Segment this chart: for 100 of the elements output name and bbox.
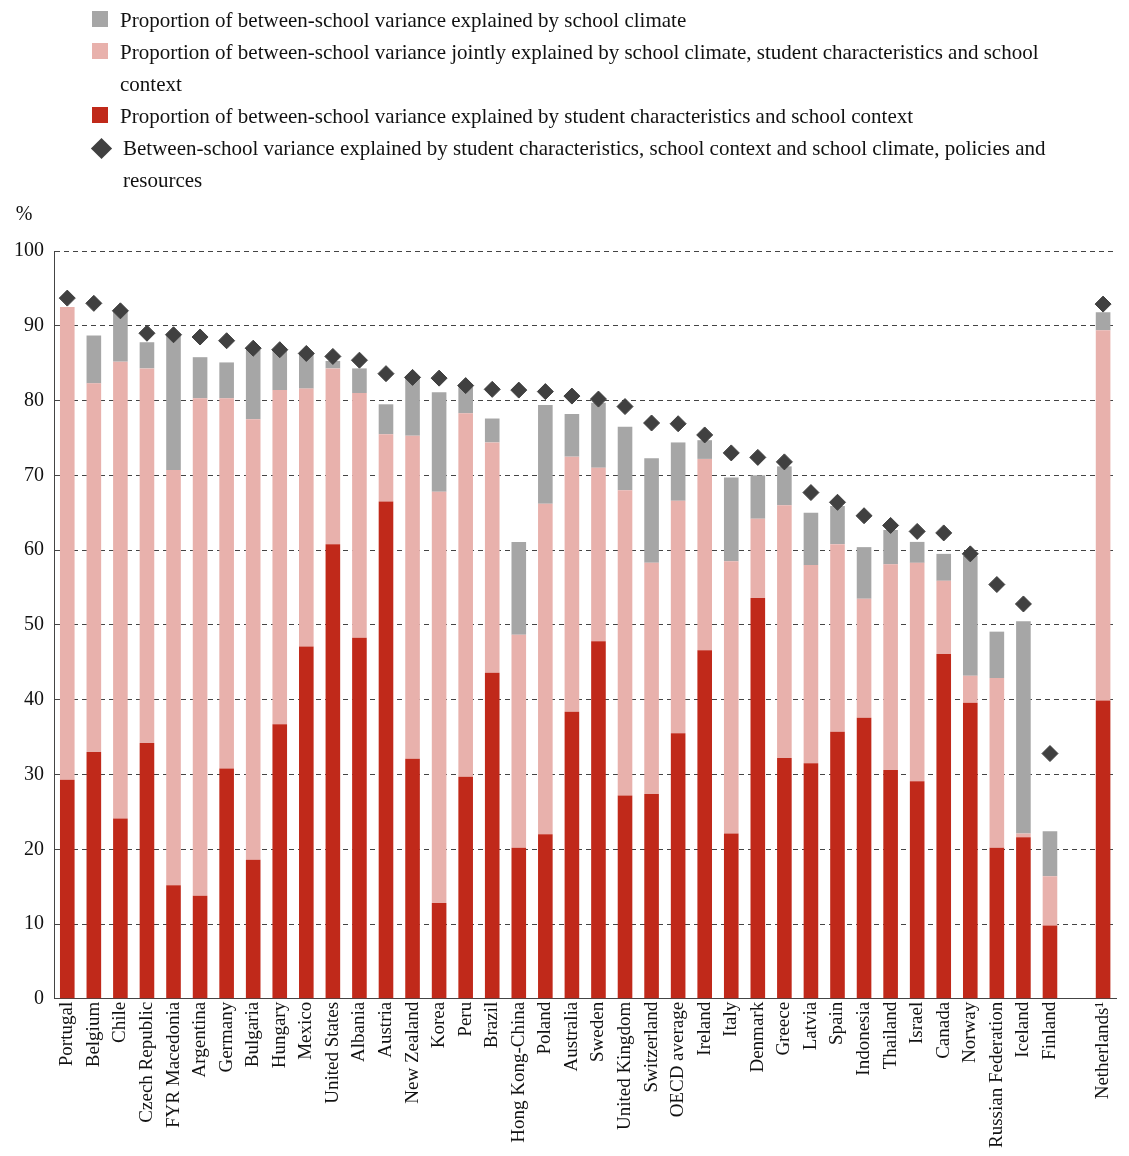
point — [244, 339, 262, 357]
point — [1094, 295, 1112, 313]
point — [350, 351, 368, 369]
x-tick-label: Austria — [373, 1001, 395, 1058]
y-tick-label: 10 — [24, 911, 44, 934]
bar — [59, 307, 75, 780]
bar — [352, 368, 367, 394]
point — [722, 444, 740, 462]
bar — [86, 335, 102, 384]
bar — [219, 362, 234, 399]
point — [404, 368, 422, 386]
x-tick-label: Albania — [347, 1001, 369, 1062]
bar — [431, 491, 447, 904]
bar — [591, 402, 606, 468]
x-tick-label: Spain — [825, 1001, 847, 1046]
y-tick-label: 100 — [14, 238, 44, 261]
bar — [1042, 876, 1058, 926]
bar — [989, 631, 1005, 679]
bar — [723, 477, 739, 562]
bar — [86, 383, 102, 753]
bar — [139, 342, 155, 369]
bar — [617, 490, 633, 796]
bar — [883, 769, 898, 999]
bar — [697, 458, 712, 651]
bar — [272, 390, 288, 725]
bar — [856, 547, 872, 599]
point — [749, 448, 767, 466]
x-tick-label: OECD average — [666, 1001, 688, 1118]
bar — [325, 368, 341, 545]
bar — [830, 731, 845, 999]
bar — [59, 779, 75, 999]
x-tick-label: Peru — [453, 1001, 475, 1037]
bar — [591, 467, 606, 642]
x-tick-label: Iceland — [1011, 1001, 1033, 1058]
bar — [883, 529, 898, 565]
x-tick-label: Bulgaria — [241, 1001, 263, 1068]
bar — [670, 733, 686, 999]
bar — [591, 641, 606, 999]
y-tick-label: 40 — [24, 686, 44, 709]
bar — [989, 847, 1005, 999]
legend-label: Between-school variance explained by student characteristics, school context and school climate, policies and resources — [123, 135, 1047, 194]
point — [882, 516, 900, 534]
bar — [1042, 831, 1058, 877]
bar — [1042, 925, 1058, 999]
point — [988, 576, 1006, 594]
bar — [962, 702, 978, 999]
point — [536, 383, 554, 401]
x-tick-label: Latvia — [798, 1001, 820, 1051]
point — [616, 398, 634, 416]
bar — [139, 743, 155, 999]
x-tick-label: Switzerland — [639, 1001, 661, 1093]
bar — [458, 776, 473, 999]
point — [669, 415, 687, 433]
x-tick-label: Thailand — [878, 1001, 900, 1070]
point — [1041, 745, 1059, 763]
bar — [936, 553, 952, 581]
bar — [564, 456, 580, 712]
x-tick-label: Poland — [533, 1001, 555, 1055]
y-tick-label: 50 — [24, 612, 44, 635]
bar — [405, 377, 420, 436]
point — [643, 414, 661, 432]
x-tick-label: Hungary — [267, 1001, 289, 1069]
x-tick-label: Finland — [1037, 1001, 1059, 1060]
bar — [777, 505, 792, 759]
point — [58, 289, 76, 307]
bar — [113, 818, 128, 999]
bar — [1016, 621, 1031, 834]
x-tick-label: Germany — [214, 1001, 236, 1073]
point — [855, 507, 873, 525]
x-tick-label: Norway — [958, 1001, 980, 1064]
legend-label: Proportion of between-school variance explained by school climate — [120, 7, 687, 34]
bar — [538, 405, 553, 504]
x-tick-label: FYR Macedonia — [161, 1001, 183, 1128]
bar — [352, 637, 367, 999]
bar — [538, 834, 553, 999]
bar — [777, 466, 792, 506]
y-tick-label: 90 — [24, 313, 44, 336]
x-tick-label: Mexico — [294, 1001, 316, 1060]
point — [324, 347, 342, 365]
point — [297, 344, 315, 362]
point — [191, 328, 209, 346]
point — [377, 365, 395, 383]
bar — [564, 414, 580, 457]
bar — [378, 404, 394, 435]
bar — [856, 717, 872, 999]
point — [457, 377, 475, 395]
y-tick-label: 0 — [34, 986, 44, 1009]
point — [563, 387, 581, 405]
point — [111, 302, 129, 320]
bar — [378, 501, 394, 999]
bar — [325, 544, 341, 999]
point — [935, 524, 953, 542]
x-tick-label: Netherlands¹ — [1091, 1001, 1113, 1100]
x-tick-label: Ireland — [692, 1001, 714, 1056]
point — [961, 545, 979, 563]
bar — [139, 368, 155, 744]
x-tick-label: Czech Republic — [134, 1001, 156, 1123]
x-tick-label: Indonesia — [852, 1001, 874, 1076]
bar — [431, 903, 447, 999]
bar — [697, 440, 712, 459]
